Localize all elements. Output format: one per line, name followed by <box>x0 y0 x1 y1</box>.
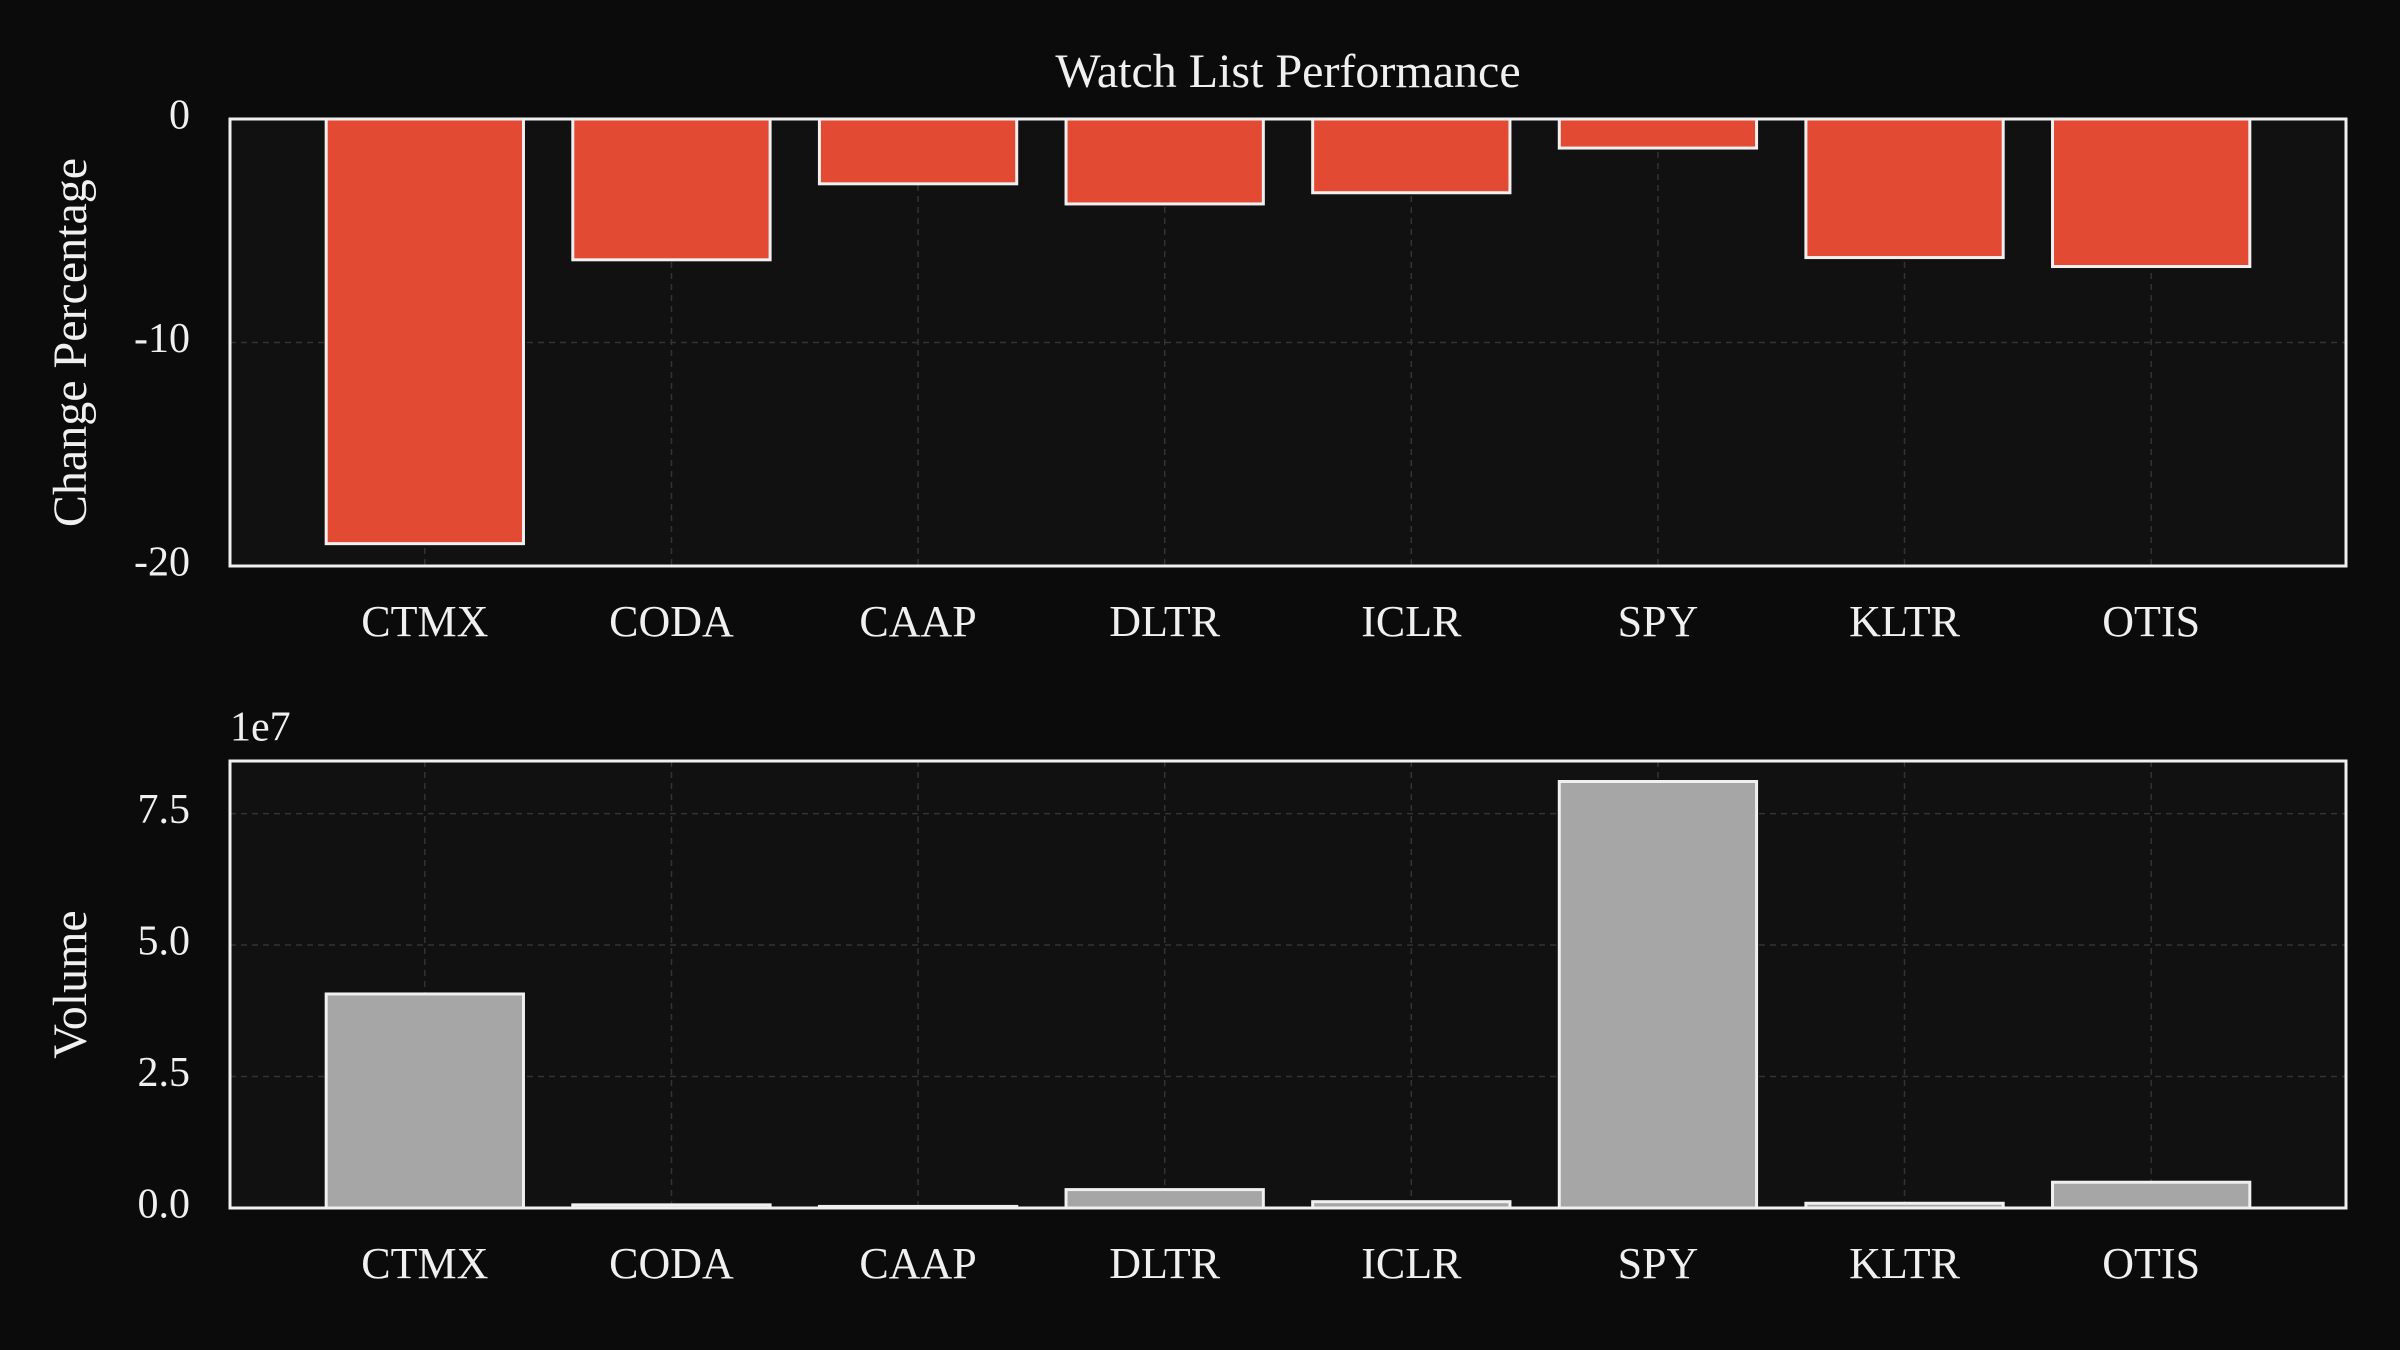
x-tick-label: ICLR <box>1361 597 1462 646</box>
bar <box>1557 780 1759 1210</box>
x-tick-label: SPY <box>1618 1239 1699 1288</box>
x-tick-label: SPY <box>1618 597 1699 646</box>
y-tick-label: 0 <box>169 93 190 139</box>
y-tick-label: 2.5 <box>138 1050 191 1096</box>
x-tick-label: OTIS <box>2102 597 2200 646</box>
bar <box>1804 117 2005 260</box>
x-tick-label: OTIS <box>2102 1239 2200 1288</box>
x-tick-label: KLTR <box>1849 597 1960 646</box>
bar <box>1557 117 1759 150</box>
plot-frame <box>228 759 2348 1210</box>
bar <box>1064 1188 1265 1210</box>
y-axis-label: Volume <box>44 910 97 1058</box>
x-tick-label: CAAP <box>859 1239 976 1288</box>
bar <box>1311 117 1512 195</box>
y-tick-label: -10 <box>134 316 190 362</box>
x-tick-label: CODA <box>609 1239 734 1288</box>
chart-title: Watch List Performance <box>1055 45 1520 98</box>
y-axis-label: Change Percentage <box>44 158 97 527</box>
bar <box>324 117 525 546</box>
y-tick-label: -20 <box>134 540 190 586</box>
y-tick-label: 0.0 <box>138 1182 191 1228</box>
x-tick-label: DLTR <box>1109 597 1220 646</box>
bar <box>1064 117 1265 206</box>
bar <box>817 117 1019 186</box>
x-tick-label: CAAP <box>859 597 976 646</box>
x-tick-label: CTMX <box>361 597 488 646</box>
plot-frame <box>228 117 2348 568</box>
x-tick-label: DLTR <box>1109 1239 1220 1288</box>
y-tick-label: 7.5 <box>138 787 191 833</box>
bar <box>2051 1180 2252 1210</box>
bar <box>571 117 772 262</box>
y-tick-label: 5.0 <box>138 919 191 965</box>
plot-area <box>230 761 2346 1208</box>
x-tick-label: CODA <box>609 597 734 646</box>
x-tick-label: CTMX <box>361 1239 488 1288</box>
bar <box>324 992 525 1210</box>
x-tick-label: ICLR <box>1361 1239 1462 1288</box>
x-tick-label: KLTR <box>1849 1239 1960 1288</box>
offset-label: 1e7 <box>230 705 291 751</box>
bar <box>2051 117 2252 269</box>
